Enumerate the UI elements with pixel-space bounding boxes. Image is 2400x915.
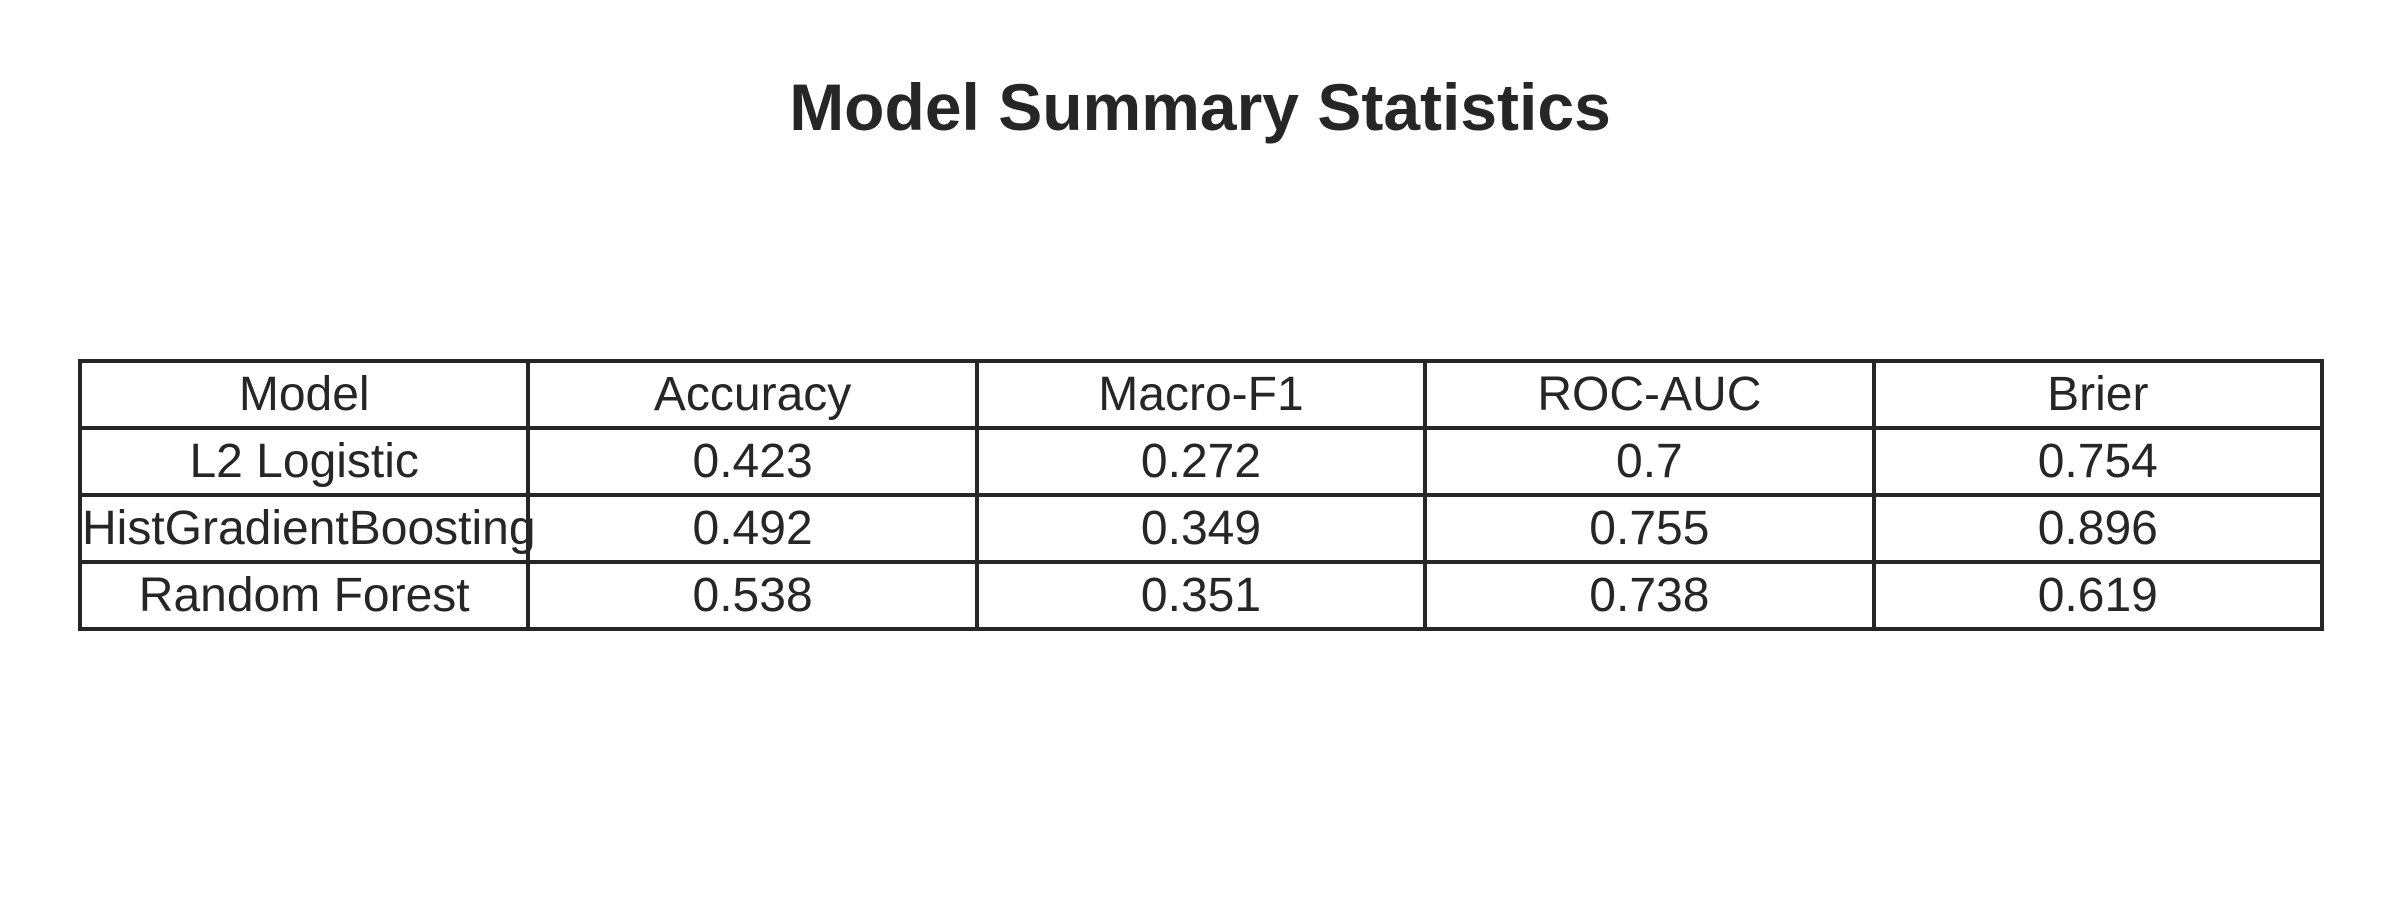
chart-title: Model Summary Statistics <box>789 70 1611 144</box>
header-cell-macro-f1: Macro-F1 <box>974 359 1428 430</box>
cell-roc-auc: 0.738 <box>1423 560 1876 631</box>
header-cell-brier: Brier <box>1871 359 2325 430</box>
cell-model: L2 Logistic <box>77 426 531 497</box>
cell-accuracy: 0.423 <box>526 426 979 497</box>
table-header-row: Model Accuracy Macro-F1 ROC-AUC Brier <box>77 359 2325 430</box>
table-row: HistGradientBoosting 0.492 0.349 0.755 0.896 <box>77 493 2325 564</box>
cell-accuracy: 0.492 <box>526 493 979 564</box>
cell-roc-auc: 0.7 <box>1423 426 1876 497</box>
header-cell-model: Model <box>77 359 531 430</box>
cell-accuracy: 0.538 <box>526 560 979 631</box>
cell-model: HistGradientBoosting <box>77 493 536 564</box>
table-body: Model Accuracy Macro-F1 ROC-AUC Brier L2 Logi… <box>77 359 2325 631</box>
summary-table: Model Accuracy Macro-F1 ROC-AUC Brier L2 Logi… <box>77 359 2325 631</box>
cell-brier: 0.619 <box>1871 560 2325 631</box>
header-cell-roc-auc: ROC-AUC <box>1423 359 1876 430</box>
cell-brier: 0.896 <box>1871 493 2325 564</box>
table-row: Random Forest 0.538 0.351 0.738 0.619 <box>77 560 2325 631</box>
cell-roc-auc: 0.755 <box>1423 493 1876 564</box>
cell-macro-f1: 0.272 <box>974 426 1428 497</box>
header-cell-accuracy: Accuracy <box>526 359 979 430</box>
summary-table-container: Model Accuracy Macro-F1 ROC-AUC Brier L2 Logi… <box>77 359 2325 631</box>
cell-macro-f1: 0.349 <box>974 493 1428 564</box>
cell-brier: 0.754 <box>1871 426 2325 497</box>
table-row: L2 Logistic 0.423 0.272 0.7 0.754 <box>77 426 2325 497</box>
cell-model: Random Forest <box>77 560 531 631</box>
cell-macro-f1: 0.351 <box>974 560 1428 631</box>
